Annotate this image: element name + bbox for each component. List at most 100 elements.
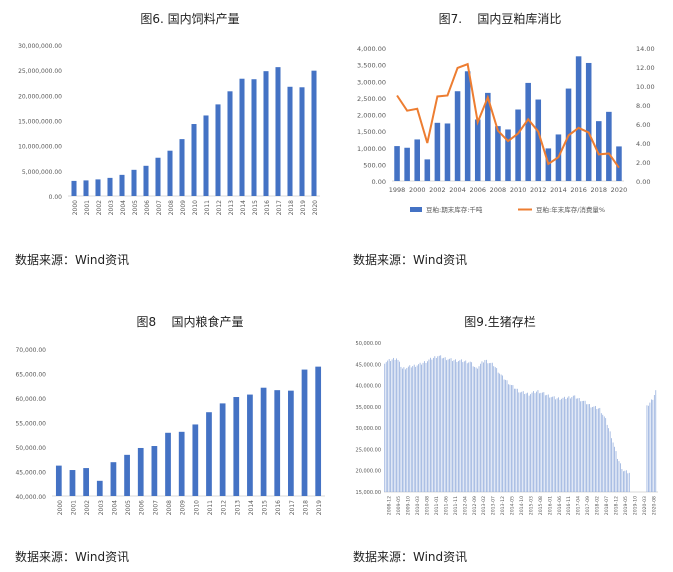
y-left-tick-label: 3,000.00 bbox=[357, 78, 386, 86]
bar bbox=[559, 399, 561, 492]
bar bbox=[627, 473, 629, 492]
y-tick-label: 0.00 bbox=[49, 194, 63, 201]
bar bbox=[485, 92, 491, 181]
bar bbox=[567, 397, 568, 492]
bar bbox=[424, 361, 425, 492]
bar bbox=[474, 119, 481, 181]
x-tick-label: 2004 bbox=[120, 200, 127, 215]
bar bbox=[407, 366, 409, 492]
chart-title: 图7. 国内豆粕库消比 bbox=[438, 12, 562, 26]
bar bbox=[477, 368, 478, 492]
bar bbox=[390, 361, 391, 492]
bar bbox=[203, 115, 209, 196]
bar bbox=[571, 397, 573, 492]
x-tick-label: 2011-06 bbox=[443, 496, 449, 515]
bar bbox=[396, 358, 397, 492]
y-left-tick-label: 2,500.00 bbox=[357, 95, 386, 103]
bar bbox=[478, 366, 480, 492]
bar bbox=[460, 359, 462, 492]
bar bbox=[418, 364, 419, 492]
bar bbox=[596, 409, 598, 492]
bar bbox=[263, 71, 269, 196]
bar bbox=[83, 468, 89, 496]
bar bbox=[628, 472, 630, 492]
bar bbox=[446, 360, 447, 492]
soymeal-combo-chart: 0.00 500.00 1,000.00 1,500.00 2,000.00 2,500.… bbox=[357, 45, 655, 214]
feed-bar-chart: 0.00 5,000,000.00 10,000,000.00 15,000,000.… bbox=[18, 43, 320, 215]
y-tick-label: 45,000.00 bbox=[356, 362, 381, 368]
x-tick-label: 2004 bbox=[449, 186, 466, 194]
bar bbox=[124, 454, 130, 496]
bar bbox=[192, 424, 199, 496]
bar bbox=[565, 399, 567, 492]
x-tick-label: 2013 bbox=[234, 500, 241, 515]
y-tick-label: 20,000.00 bbox=[356, 469, 381, 475]
bar bbox=[524, 394, 526, 492]
bar bbox=[450, 358, 452, 492]
bar bbox=[137, 447, 144, 496]
y-right-tick-label: 2.00 bbox=[636, 159, 650, 167]
bar bbox=[403, 367, 405, 492]
bar bbox=[653, 395, 655, 492]
bar bbox=[652, 399, 654, 492]
bar bbox=[519, 392, 521, 492]
bar bbox=[288, 390, 294, 496]
y-tick-label: 25,000,000.00 bbox=[18, 68, 62, 75]
bar bbox=[419, 362, 421, 492]
y-right-tick-label: 10.00 bbox=[636, 83, 655, 91]
x-tick-label: 2006 bbox=[139, 500, 146, 515]
x-tick-label: 2003 bbox=[98, 500, 105, 515]
x-tick-label: 1998 bbox=[389, 186, 406, 194]
x-tick-label: 2013-12 bbox=[500, 496, 506, 515]
bar bbox=[488, 363, 490, 492]
bar bbox=[546, 394, 548, 492]
bar bbox=[531, 392, 533, 492]
bar bbox=[503, 379, 505, 492]
bar bbox=[430, 357, 431, 492]
bar bbox=[578, 398, 580, 492]
bar bbox=[397, 360, 399, 492]
bar bbox=[589, 404, 590, 492]
x-tick-label: 2017-09 bbox=[585, 496, 591, 515]
x-tick-label: 2007 bbox=[152, 500, 159, 515]
bar bbox=[444, 357, 446, 492]
bar bbox=[206, 412, 212, 496]
bar bbox=[534, 393, 536, 492]
x-tick-label: 2019-10 bbox=[632, 496, 638, 515]
bar bbox=[487, 363, 489, 492]
bar bbox=[415, 366, 417, 492]
bar bbox=[564, 396, 565, 492]
y-right-tick-label: 4.00 bbox=[636, 140, 650, 148]
bar bbox=[83, 180, 89, 196]
x-tick-label: 2018 bbox=[288, 200, 295, 215]
bar bbox=[515, 388, 517, 492]
bar bbox=[558, 397, 559, 492]
bar bbox=[539, 393, 540, 492]
y-tick-label: 20,000,000.00 bbox=[18, 93, 62, 100]
bar bbox=[384, 363, 386, 492]
bar bbox=[490, 362, 492, 492]
bar bbox=[540, 392, 542, 492]
bar bbox=[416, 365, 418, 492]
x-tick-label: 2014 bbox=[248, 500, 255, 515]
x-tick-label: 2008 bbox=[490, 186, 507, 194]
bar bbox=[422, 362, 424, 492]
bar bbox=[444, 123, 451, 181]
x-tick-label: 2016 bbox=[275, 500, 282, 515]
bar bbox=[617, 458, 618, 492]
bar bbox=[550, 397, 552, 492]
x-tick-label: 2014 bbox=[550, 186, 567, 194]
bar bbox=[69, 470, 76, 496]
x-tick-label: 2011-01 bbox=[434, 496, 440, 515]
bar bbox=[497, 372, 499, 492]
bar bbox=[251, 79, 257, 196]
bar bbox=[500, 374, 502, 492]
bar bbox=[427, 361, 428, 492]
x-tick-label: 2016-01 bbox=[547, 496, 553, 515]
chart-title: 图8 国内粮食产量 bbox=[136, 315, 244, 329]
bar bbox=[437, 356, 439, 492]
bar bbox=[506, 380, 508, 492]
bar bbox=[609, 431, 611, 492]
bar bbox=[494, 367, 496, 492]
y-tick-label: 15,000.00 bbox=[356, 490, 381, 496]
